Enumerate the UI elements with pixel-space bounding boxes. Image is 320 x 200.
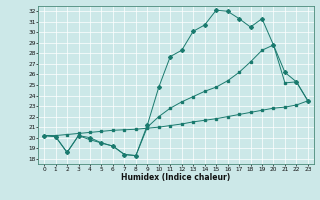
- X-axis label: Humidex (Indice chaleur): Humidex (Indice chaleur): [121, 173, 231, 182]
